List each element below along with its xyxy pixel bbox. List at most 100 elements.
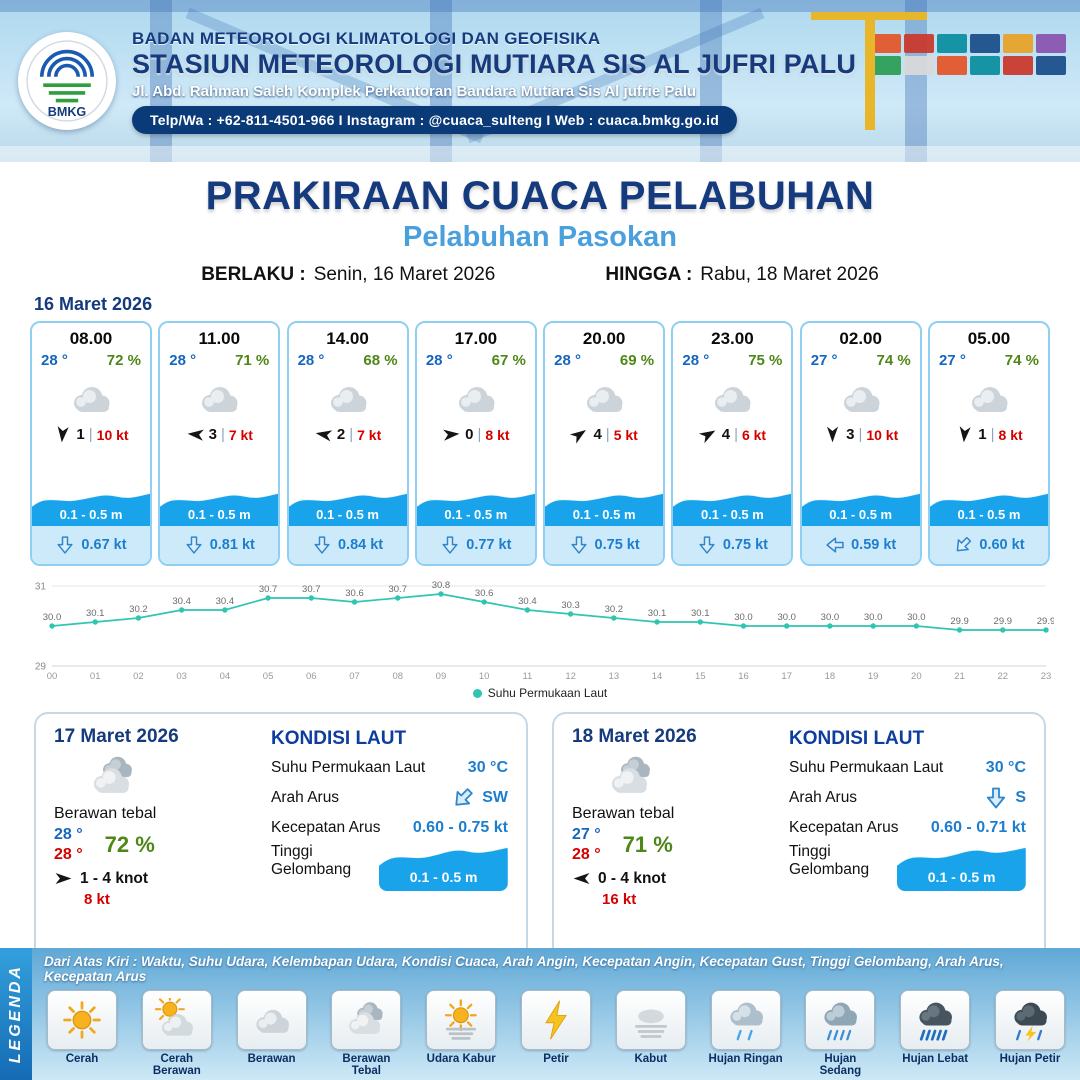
separator: | [88, 426, 93, 443]
humidity-value: 71 % [235, 352, 270, 369]
svg-text:10: 10 [479, 671, 490, 682]
wind-row: 3 | 7 kt [160, 425, 278, 444]
weather-condition-icon [445, 374, 507, 422]
legend-icon-box [615, 990, 686, 1050]
weather-icon [250, 998, 294, 1042]
legend-item: Udara Kabur [423, 990, 499, 1077]
wave-height-band: 0.1 - 0.5 m [288, 488, 407, 526]
current-direction-icon [984, 786, 1008, 810]
air-temperature: 28 ° [682, 352, 710, 369]
day2-temps: 28 ° 28 ° 72 % [54, 826, 259, 864]
forecast-hour-card: 02.00 27 ° 74 % 3 | 10 kt [799, 321, 922, 566]
gust-value: 5 kt [613, 426, 638, 443]
weather-icon [724, 998, 768, 1042]
wind-direction-icon [312, 423, 334, 445]
wave-height-band: 0.1 - 0.5 m [416, 488, 535, 526]
svg-text:15: 15 [695, 671, 706, 682]
forecast-time: 08.00 [69, 329, 113, 348]
wave-height-value: 0.1 - 0.5 m [59, 507, 123, 522]
quay-floor-decor [0, 146, 1080, 162]
svg-text:30.0: 30.0 [43, 612, 62, 623]
wind-direction-icon [54, 869, 73, 888]
day2-temp-low: 28 ° [54, 826, 83, 843]
current-speed-value: 0.84 kt [337, 537, 384, 553]
svg-text:22: 22 [997, 671, 1008, 682]
humidity-value: 74 % [1004, 352, 1039, 369]
svg-text:30.0: 30.0 [777, 612, 796, 623]
wind-speed-value: 4 [721, 426, 731, 443]
svg-text:30.2: 30.2 [605, 604, 624, 615]
validity-row: BERLAKU : Senin, 16 Maret 2026 HINGGA : Ra… [0, 264, 1080, 286]
legend-item: Hujan Lebat [897, 990, 973, 1077]
day3-temp-high: 28 ° [572, 846, 601, 863]
svg-text:30.4: 30.4 [172, 596, 191, 607]
day3-condition-icon [598, 752, 664, 802]
svg-text:30.1: 30.1 [648, 608, 667, 619]
svg-text:30.0: 30.0 [734, 612, 753, 623]
weather-icon [534, 998, 578, 1042]
svg-text:30.7: 30.7 [302, 584, 321, 595]
bmkg-logo-graphic: BMKG [26, 40, 108, 122]
svg-text:30.6: 30.6 [345, 588, 364, 599]
title-section: PRAKIRAAN CUACA PELABUHAN Pelabuhan Paso… [0, 162, 1080, 286]
svg-text:30.3: 30.3 [561, 600, 580, 611]
svg-text:29: 29 [35, 662, 47, 673]
legend-icon-box [805, 990, 876, 1050]
legend-label: Berawan [247, 1053, 296, 1065]
wind-direction-icon [185, 424, 206, 445]
current-speed-value: 0.77 kt [466, 537, 512, 553]
forecast-hour-card: 05.00 27 ° 74 % 1 | 8 kt [927, 321, 1050, 566]
current-row: 0.75 kt [545, 526, 664, 564]
forecast-time: 14.00 [326, 329, 369, 348]
svg-text:30.0: 30.0 [864, 612, 883, 623]
day2-humidity: 72 % [104, 832, 155, 857]
container-stack-decor [871, 34, 1066, 75]
legend-icon-box [47, 990, 117, 1050]
separator: | [858, 426, 863, 443]
current-speed-value: 0.75 kt [594, 537, 640, 553]
station-address: Jl. Abd. Rahman Saleh Komplek Perkantora… [132, 82, 697, 100]
current-row: 0.67 kt [32, 526, 150, 564]
svg-text:01: 01 [90, 671, 101, 682]
wind-row: 1 | 10 kt [32, 425, 150, 444]
svg-text:23: 23 [1041, 671, 1052, 682]
svg-text:30.7: 30.7 [259, 584, 278, 595]
weather-icon [344, 998, 388, 1042]
wave-height-value: 0.1 - 0.5 m [829, 507, 893, 522]
sst-value: 30 °C [467, 759, 508, 776]
wind-direction-icon [823, 425, 842, 444]
wave-graphic [929, 492, 1048, 526]
svg-text:03: 03 [176, 671, 187, 682]
legend-item: Hujan Sedang [802, 990, 878, 1077]
wind-direction-icon [567, 421, 593, 447]
wind-direction-icon [695, 422, 721, 448]
day3-card: 18 Maret 2026 Berawan tebal 27 ° 28 ° 71… [552, 712, 1046, 962]
wind-speed-value: 0 [465, 426, 474, 443]
wave-height-graphic: 0.1 - 0.5 m [379, 843, 508, 891]
air-temperature: 28 ° [297, 352, 325, 369]
valid-from: BERLAKU : Senin, 16 Maret 2026 [201, 264, 496, 285]
wind-speed-value: 1 [978, 426, 987, 443]
sst-value: 30 °C [985, 759, 1026, 776]
wave-height-value: 0.1 - 0.5 m [316, 507, 379, 522]
current-row: 0.75 kt [673, 526, 792, 564]
humidity-value: 75 % [748, 352, 783, 369]
crane-beam-decor [0, 0, 1080, 12]
current-speed-row: Kecepatan Arus 0.60 - 0.75 kt [271, 819, 508, 836]
current-direction-icon [55, 535, 75, 555]
svg-text:30.0: 30.0 [907, 612, 926, 623]
air-temperature: 28 ° [41, 352, 68, 369]
svg-text:04: 04 [220, 671, 231, 682]
wave-graphic [32, 492, 150, 526]
air-temperature: 27 ° [938, 352, 966, 369]
svg-text:18: 18 [825, 671, 836, 682]
forecast-hour-card: 17.00 28 ° 67 % 0 | 8 kt [414, 321, 537, 566]
wave-graphic [801, 492, 920, 526]
separator: | [477, 426, 482, 443]
current-direction-value: S [1015, 789, 1026, 806]
legend-label: Kabut [634, 1053, 668, 1065]
day3-wind-range: 0 - 4 knot [598, 869, 667, 887]
wave-graphic [416, 492, 535, 526]
svg-text:21: 21 [954, 671, 965, 682]
wave-height-band: 0.1 - 0.5 m [545, 488, 664, 526]
